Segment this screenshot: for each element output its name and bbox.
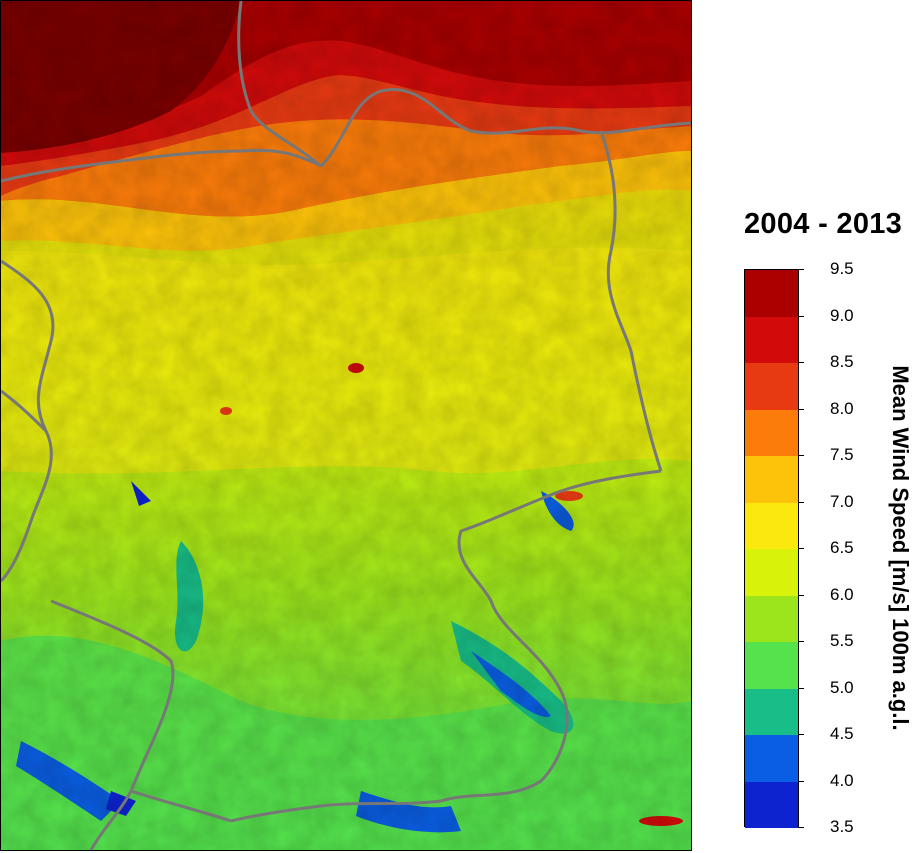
colorbar-tick-mark: [798, 734, 804, 735]
colorbar-tick-mark: [798, 594, 804, 596]
colorbar-tick-label: 9.0: [830, 305, 854, 325]
terrain-shading: [1, 1, 691, 850]
colorbar-tick-mark: [798, 315, 804, 317]
colorbar-tick-mark: [798, 408, 804, 410]
colorbar-bin-7.5-8.0: [745, 409, 798, 456]
colorbar-tick-label: 5.5: [830, 631, 854, 650]
colorbar-tick-label: 5.0: [830, 677, 854, 697]
colorbar-bin-9.0-9.5: [745, 270, 798, 317]
colorbar-tick-mark: [798, 501, 804, 503]
colorbar-bin-4.0-4.5: [745, 735, 798, 782]
colorbar-bin-6.5-7.0: [745, 502, 798, 549]
colorbar-tick-label: 6.0: [830, 584, 854, 604]
colorbar-bin-8.5-9.0: [745, 316, 798, 363]
colorbar-bin-5.5-6.0: [745, 595, 798, 642]
colorbar-tick-label: 6.5: [830, 538, 854, 557]
colorbar-tick-label: 7.5: [830, 445, 854, 464]
colorbar-tick-label: 7.0: [830, 491, 854, 511]
colorbar-tick-mark: [798, 455, 804, 456]
colorbar-tick-mark: [798, 641, 804, 642]
colorbar-tick-mark: [798, 269, 804, 270]
colorbar-tick-mark: [798, 827, 804, 828]
colorbar-bin-6.0-6.5: [745, 549, 798, 596]
colorbar-bin-5.0-5.5: [745, 642, 798, 689]
colorbar: [744, 269, 799, 828]
colorbar-tick-mark: [798, 780, 804, 782]
colorbar-tick-mark: [798, 687, 804, 689]
colorbar-bin-7.0-7.5: [745, 456, 798, 503]
colorbar-tick-label: 3.5: [830, 817, 854, 836]
colorbar-tick-label: 4.0: [830, 770, 854, 790]
colorbar-unit-label: Mean Wind Speed [m/s] 100m a.g.l.: [888, 365, 913, 731]
colorbar-tick-label: 8.5: [830, 352, 854, 371]
colorbar-tick-mark: [798, 362, 804, 363]
colorbar-tick-label: 9.5: [830, 259, 854, 278]
colorbar-bin-8.0-8.5: [745, 363, 798, 410]
colorbar-bin-3.5-4.0: [745, 781, 798, 828]
borders: [1, 1, 691, 850]
colorbar-tick-mark: [798, 548, 804, 549]
period-title: 2004 - 2013: [744, 208, 903, 240]
colorbar-tick-label: 4.5: [830, 724, 854, 743]
wind-map-svg: [1, 1, 691, 850]
colorbar-tick-label: 8.0: [830, 398, 854, 418]
colorbar-bin-4.5-5.0: [745, 688, 798, 735]
wind-speed-map: [0, 0, 692, 851]
